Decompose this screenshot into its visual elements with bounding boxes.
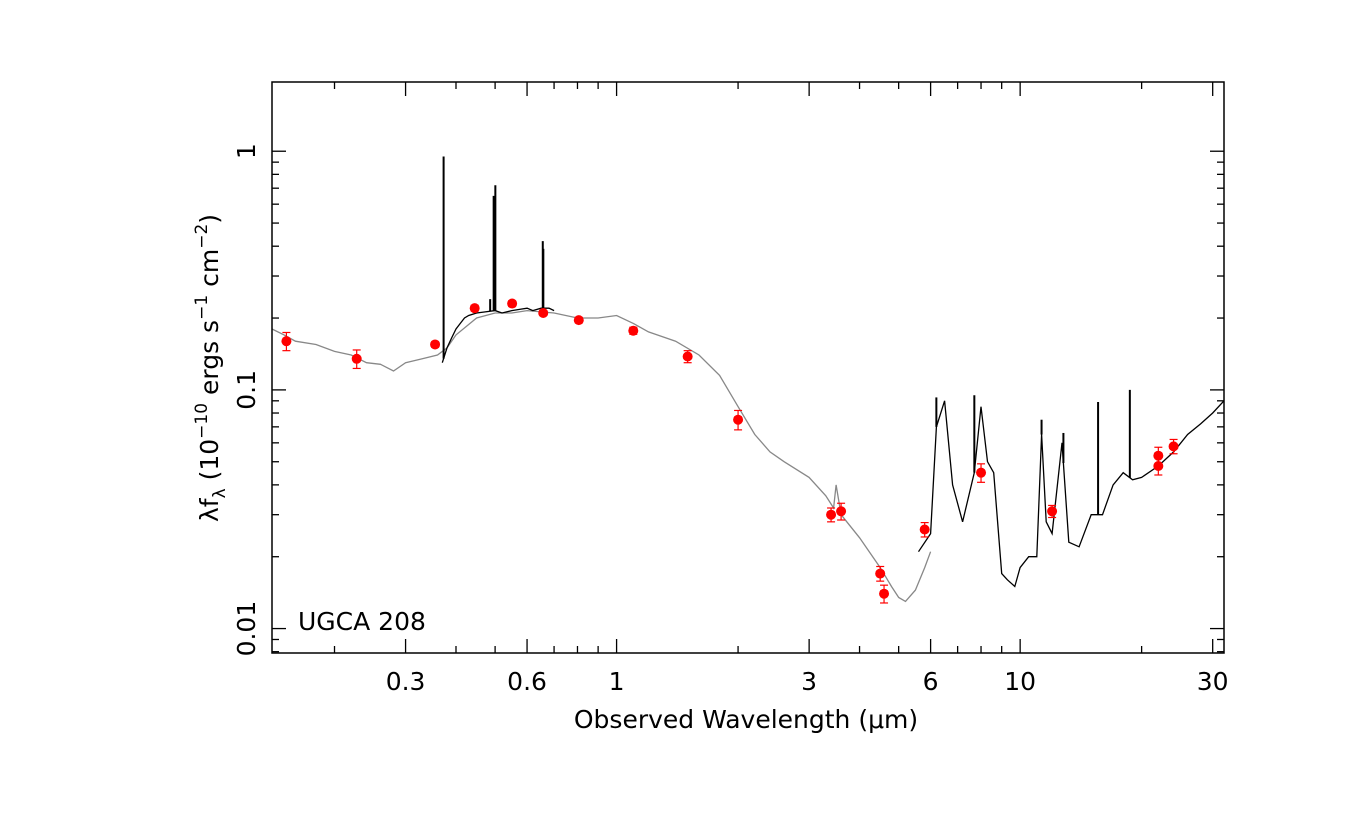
x-tick-label: 0.3: [386, 667, 426, 696]
y-axis-title-part: ergs s: [195, 320, 224, 403]
y-tick-label: 0.01: [232, 601, 261, 657]
y-axis-title-part: λf: [195, 497, 224, 522]
photometry-point: [919, 524, 930, 535]
photometry-layer: [281, 298, 1179, 604]
y-axis-title-part: ): [195, 214, 224, 224]
photometry-point: [836, 506, 847, 517]
photometry-point: [1153, 460, 1164, 471]
photometry-point: [573, 315, 584, 326]
photometry-point: [351, 353, 362, 364]
photometry-point: [469, 303, 480, 314]
photometry-point: [538, 307, 549, 318]
x-tick-label: 1: [609, 667, 625, 696]
y-tick-label: 1: [232, 143, 261, 159]
photometry-point: [976, 467, 987, 478]
y-axis-title-superscript: −2: [192, 224, 212, 249]
x-tick-label: 10: [1004, 667, 1036, 696]
ticks-layer: [272, 82, 1224, 653]
plot-frame: [271, 81, 1225, 654]
x-tick-labels: 0.3 0.6 1 3 6 10 30: [386, 667, 1229, 696]
photometry-point: [507, 298, 518, 309]
model-sed-line: [271, 309, 932, 603]
ir-spectrum-line: [917, 400, 1225, 588]
y-axis-title-part: (10: [195, 439, 224, 489]
y-tick-labels: 0.01 0.1 1: [232, 143, 261, 656]
y-axis-title-subscript: λ: [210, 488, 230, 498]
photometry-point: [1168, 441, 1179, 452]
y-axis-title-superscript: −1: [192, 295, 212, 320]
photometry-point: [875, 568, 886, 579]
galaxy-name-label: UGCA 208: [298, 607, 426, 636]
y-axis-title-superscript: −10: [192, 403, 212, 439]
model-layer: [271, 309, 932, 603]
photometry-point: [733, 414, 744, 425]
y-axis-title: λfλ (10−10 ergs s−1 cm−2): [192, 214, 230, 522]
x-tick-label: 0.6: [507, 667, 547, 696]
photometry-point: [430, 339, 441, 350]
y-axis-title-part: cm: [195, 249, 224, 295]
photometry-point: [826, 509, 837, 520]
photometry-point: [682, 351, 693, 362]
optical-spectrum-line: [441, 307, 555, 363]
photometry-point: [628, 325, 639, 336]
spectrum-layer: [441, 156, 1225, 588]
x-tick-label: 3: [801, 667, 817, 696]
x-tick-label: 30: [1197, 667, 1229, 696]
photometry-point: [1047, 506, 1058, 517]
y-tick-label: 0.1: [232, 370, 261, 410]
photometry-point: [281, 336, 292, 347]
x-tick-label: 6: [923, 667, 939, 696]
photometry-point: [879, 588, 890, 599]
x-axis-title: Observed Wavelength (μm): [574, 705, 918, 734]
